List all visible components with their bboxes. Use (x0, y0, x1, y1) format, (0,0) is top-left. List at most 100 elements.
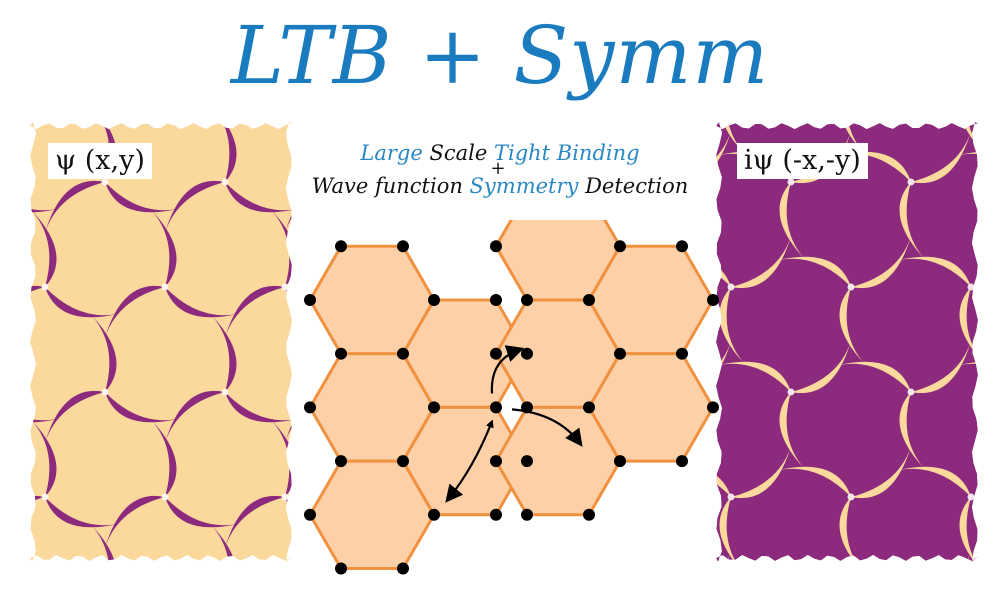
lattice-atom (397, 562, 409, 575)
lattice-atom (490, 508, 502, 521)
tagline-plus: + (490, 158, 506, 179)
tagline-word: Wave function (311, 174, 470, 198)
lattice-atom (428, 508, 440, 521)
wavefunction-lobe (105, 182, 179, 213)
wavefunction-lobe (105, 285, 165, 338)
wavefunction-lobe (211, 315, 237, 392)
rotation-arrow (445, 420, 494, 503)
wavefunction-lobe (225, 182, 292, 213)
wavefunction-lobe (899, 182, 925, 259)
vortex-core (907, 178, 915, 186)
panel-label-right: iψ (-x,-y) (737, 143, 868, 179)
wavefunction-lobe (779, 392, 805, 469)
lattice-atom (521, 455, 533, 468)
vortex-core (161, 493, 169, 501)
lattice-atom (428, 294, 440, 306)
wavefunction-lobe (837, 151, 911, 182)
lattice-atom (335, 240, 347, 253)
wavefunction-lobe (225, 122, 285, 128)
rotation-arrow (490, 345, 525, 394)
wavefunction-lobe (105, 495, 165, 548)
tagline-word: Detection (578, 174, 689, 198)
wavefunction-lobe (731, 446, 791, 499)
lattice-atom (397, 240, 409, 253)
lattice-atom (614, 347, 626, 360)
wavefunction-lobe (31, 420, 57, 497)
wavefunction-lobe (959, 497, 978, 562)
lattice-atom (335, 455, 347, 468)
tagline-line1: Large Scale Tight Binding (280, 141, 720, 165)
lattice-atom (397, 347, 409, 360)
wavefunction-lobe (911, 131, 971, 184)
vortex-core (787, 178, 795, 186)
vortex-core (727, 493, 735, 501)
vortex-core (727, 283, 735, 291)
lattice-atom (397, 455, 409, 468)
vortex-core (787, 388, 795, 396)
wavefunction-lobe (31, 210, 57, 287)
lattice-atom (304, 401, 316, 414)
wavefunction-lobe (837, 361, 911, 392)
vortex-core (281, 283, 289, 291)
wavefunction-background (30, 122, 292, 562)
lattice-atom (707, 294, 719, 306)
vortex-core (101, 388, 109, 396)
lattice-atom (490, 240, 502, 253)
wavefunction-lobe (271, 420, 292, 497)
wavefunction-lobe (777, 256, 851, 287)
lattice-atom (521, 347, 533, 360)
wavefunction-lobe (211, 122, 237, 182)
wavefunction-lobe (271, 210, 292, 287)
wavefunction-lobe (151, 420, 177, 497)
lattice-atom (490, 401, 502, 414)
rotation-arrow (511, 408, 583, 447)
tagline-line2: Wave function Symmetry Detection (280, 174, 720, 198)
wavefunction-lobe (91, 315, 117, 392)
wavefunction-lobe (779, 182, 805, 259)
tagline-highlight-word: Symmetry (469, 174, 579, 198)
lattice-atom (614, 240, 626, 253)
lattice-atom (676, 240, 688, 253)
lattice-atom (707, 401, 719, 414)
vortex-core (847, 283, 855, 291)
wavefunction-panel-left (30, 122, 292, 562)
lattice-atom (583, 508, 595, 521)
lattice-atom (490, 455, 502, 468)
lattice-atom (335, 347, 347, 360)
tagline-highlight-word: Large (360, 141, 423, 165)
lattice-atom (521, 294, 533, 306)
wavefunction-lobe (717, 361, 791, 392)
wavefunction-lobe (899, 392, 925, 469)
vortex-core (41, 493, 49, 501)
wavefunction-lobe (851, 446, 911, 499)
vortex-core (161, 283, 169, 291)
wavefunction-lobe (851, 236, 911, 289)
wavefunction-lobe (165, 497, 239, 528)
lattice-atom (583, 401, 595, 414)
wavefunction-lobe (719, 287, 745, 364)
wavefunction-lobe (897, 256, 971, 287)
wavefunction-lobe (105, 392, 179, 423)
wavefunction-lobe (45, 180, 105, 233)
wavefunction-lobe (165, 287, 239, 318)
wavefunction-lobe (716, 131, 731, 184)
wavefunction-lobe (719, 497, 745, 562)
wavefunction-lobe (731, 236, 791, 289)
wavefunction-lobe (225, 495, 285, 548)
lattice-atom (521, 508, 533, 521)
vortex-core (221, 178, 229, 186)
lattice-atom (614, 455, 626, 468)
tagline-word: Scale (422, 141, 494, 165)
wavefunction-lobe (45, 497, 119, 528)
vortex-core (221, 388, 229, 396)
lattice-atom (304, 294, 316, 306)
vortex-core (41, 283, 49, 291)
wavefunction-lobe (791, 341, 851, 394)
lattice-atom (490, 294, 502, 306)
wavefunction-lobe (839, 497, 865, 562)
lattice-atom (676, 347, 688, 360)
wavefunction-lobe (839, 287, 865, 364)
wavefunction-lobe (897, 466, 971, 497)
vortex-core (847, 493, 855, 501)
